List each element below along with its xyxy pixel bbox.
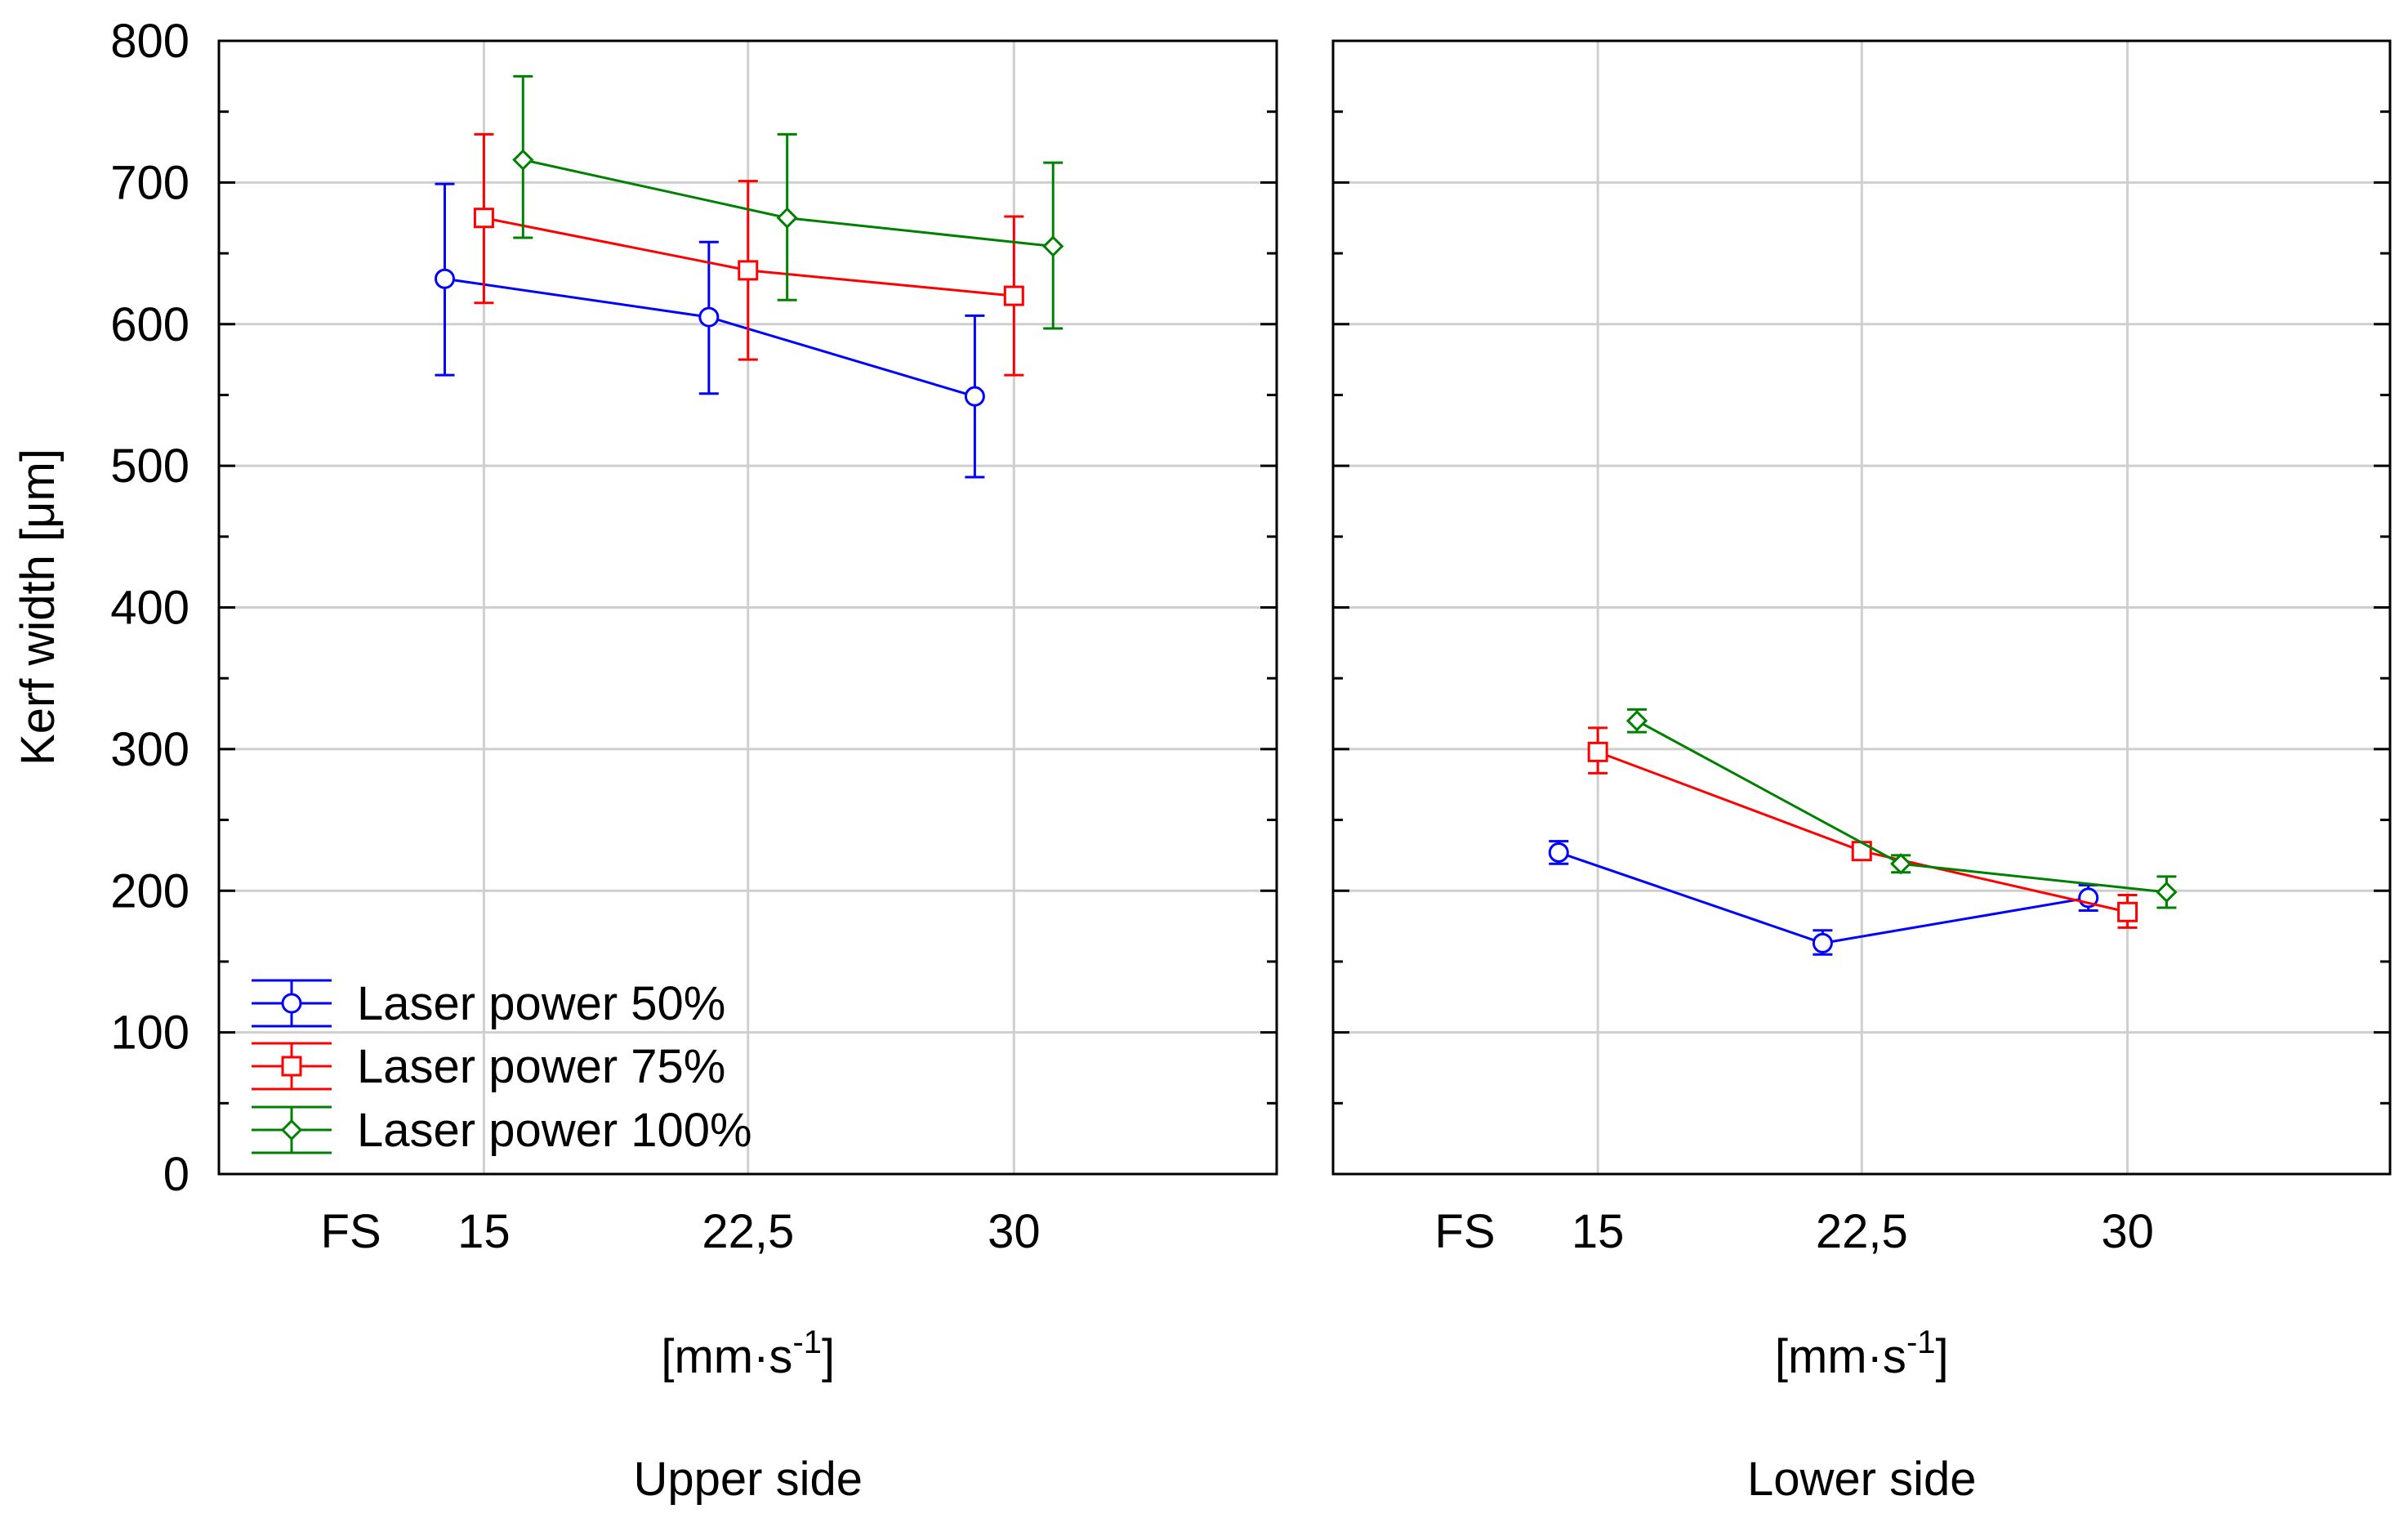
x-tick-label-upper-2: 30 [988, 1205, 1041, 1258]
marker-upper-lp75-0 [473, 208, 494, 229]
marker-upper-lp75-2 [1003, 285, 1024, 306]
y-tick-label-800: 800 [110, 15, 190, 68]
marker-lower-lp75-2 [2117, 901, 2138, 922]
x-tick-label-fs-upper: FS [321, 1205, 381, 1258]
y-tick-label-200: 200 [110, 864, 190, 917]
y-tick-label-600: 600 [110, 298, 190, 351]
y-tick-label-300: 300 [110, 723, 190, 776]
x-tick-label-lower-1: 22,5 [1816, 1205, 1908, 1258]
marker-lower-lp50-0 [1548, 842, 1569, 863]
marker-lower-lp50-1 [1812, 932, 1833, 953]
marker-upper-lp50-0 [434, 268, 455, 289]
legend-label-lp50: Laser power 50% [357, 977, 725, 1030]
marker-upper-lp50-2 [964, 386, 985, 407]
marker-lower-lp100-2 [2156, 881, 2178, 904]
x-tick-label-lower-2: 30 [2101, 1205, 2154, 1258]
legend-marker-lp100 [280, 1118, 303, 1141]
y-tick-label-0: 0 [163, 1148, 190, 1201]
panel-title-lower: Lower side [1747, 1453, 1976, 1506]
x-unit-label-upper: [mm·s-1] [661, 1324, 835, 1383]
x-tick-label-upper-1: 22,5 [702, 1205, 794, 1258]
marker-upper-lp100-0 [512, 149, 534, 171]
y-tick-label-500: 500 [110, 440, 190, 493]
x-tick-label-fs-lower: FS [1434, 1205, 1495, 1258]
legend-marker-lp50 [281, 993, 302, 1014]
marker-lower-lp75-0 [1587, 741, 1608, 762]
y-tick-label-400: 400 [110, 582, 190, 635]
x-unit-label-lower: [mm·s-1] [1775, 1324, 1949, 1383]
marker-lower-lp100-0 [1625, 710, 1648, 732]
marker-upper-lp100-1 [776, 207, 798, 229]
legend-label-lp100: Laser power 100% [357, 1104, 752, 1157]
marker-upper-lp75-1 [738, 260, 759, 281]
y-axis-label: Kerf width [μm] [11, 449, 65, 766]
y-tick-label-700: 700 [110, 156, 190, 209]
marker-lower-lp100-1 [1890, 853, 1912, 875]
x-tick-label-lower-0: 15 [1572, 1205, 1625, 1258]
legend-label-lp75: Laser power 75% [357, 1040, 725, 1093]
legend-marker-lp75 [281, 1056, 302, 1077]
marker-upper-lp100-2 [1042, 235, 1064, 257]
marker-upper-lp50-1 [698, 306, 720, 328]
panel-title-upper: Upper side [634, 1453, 863, 1506]
y-tick-label-100: 100 [110, 1007, 190, 1060]
x-tick-label-upper-0: 15 [457, 1205, 511, 1258]
